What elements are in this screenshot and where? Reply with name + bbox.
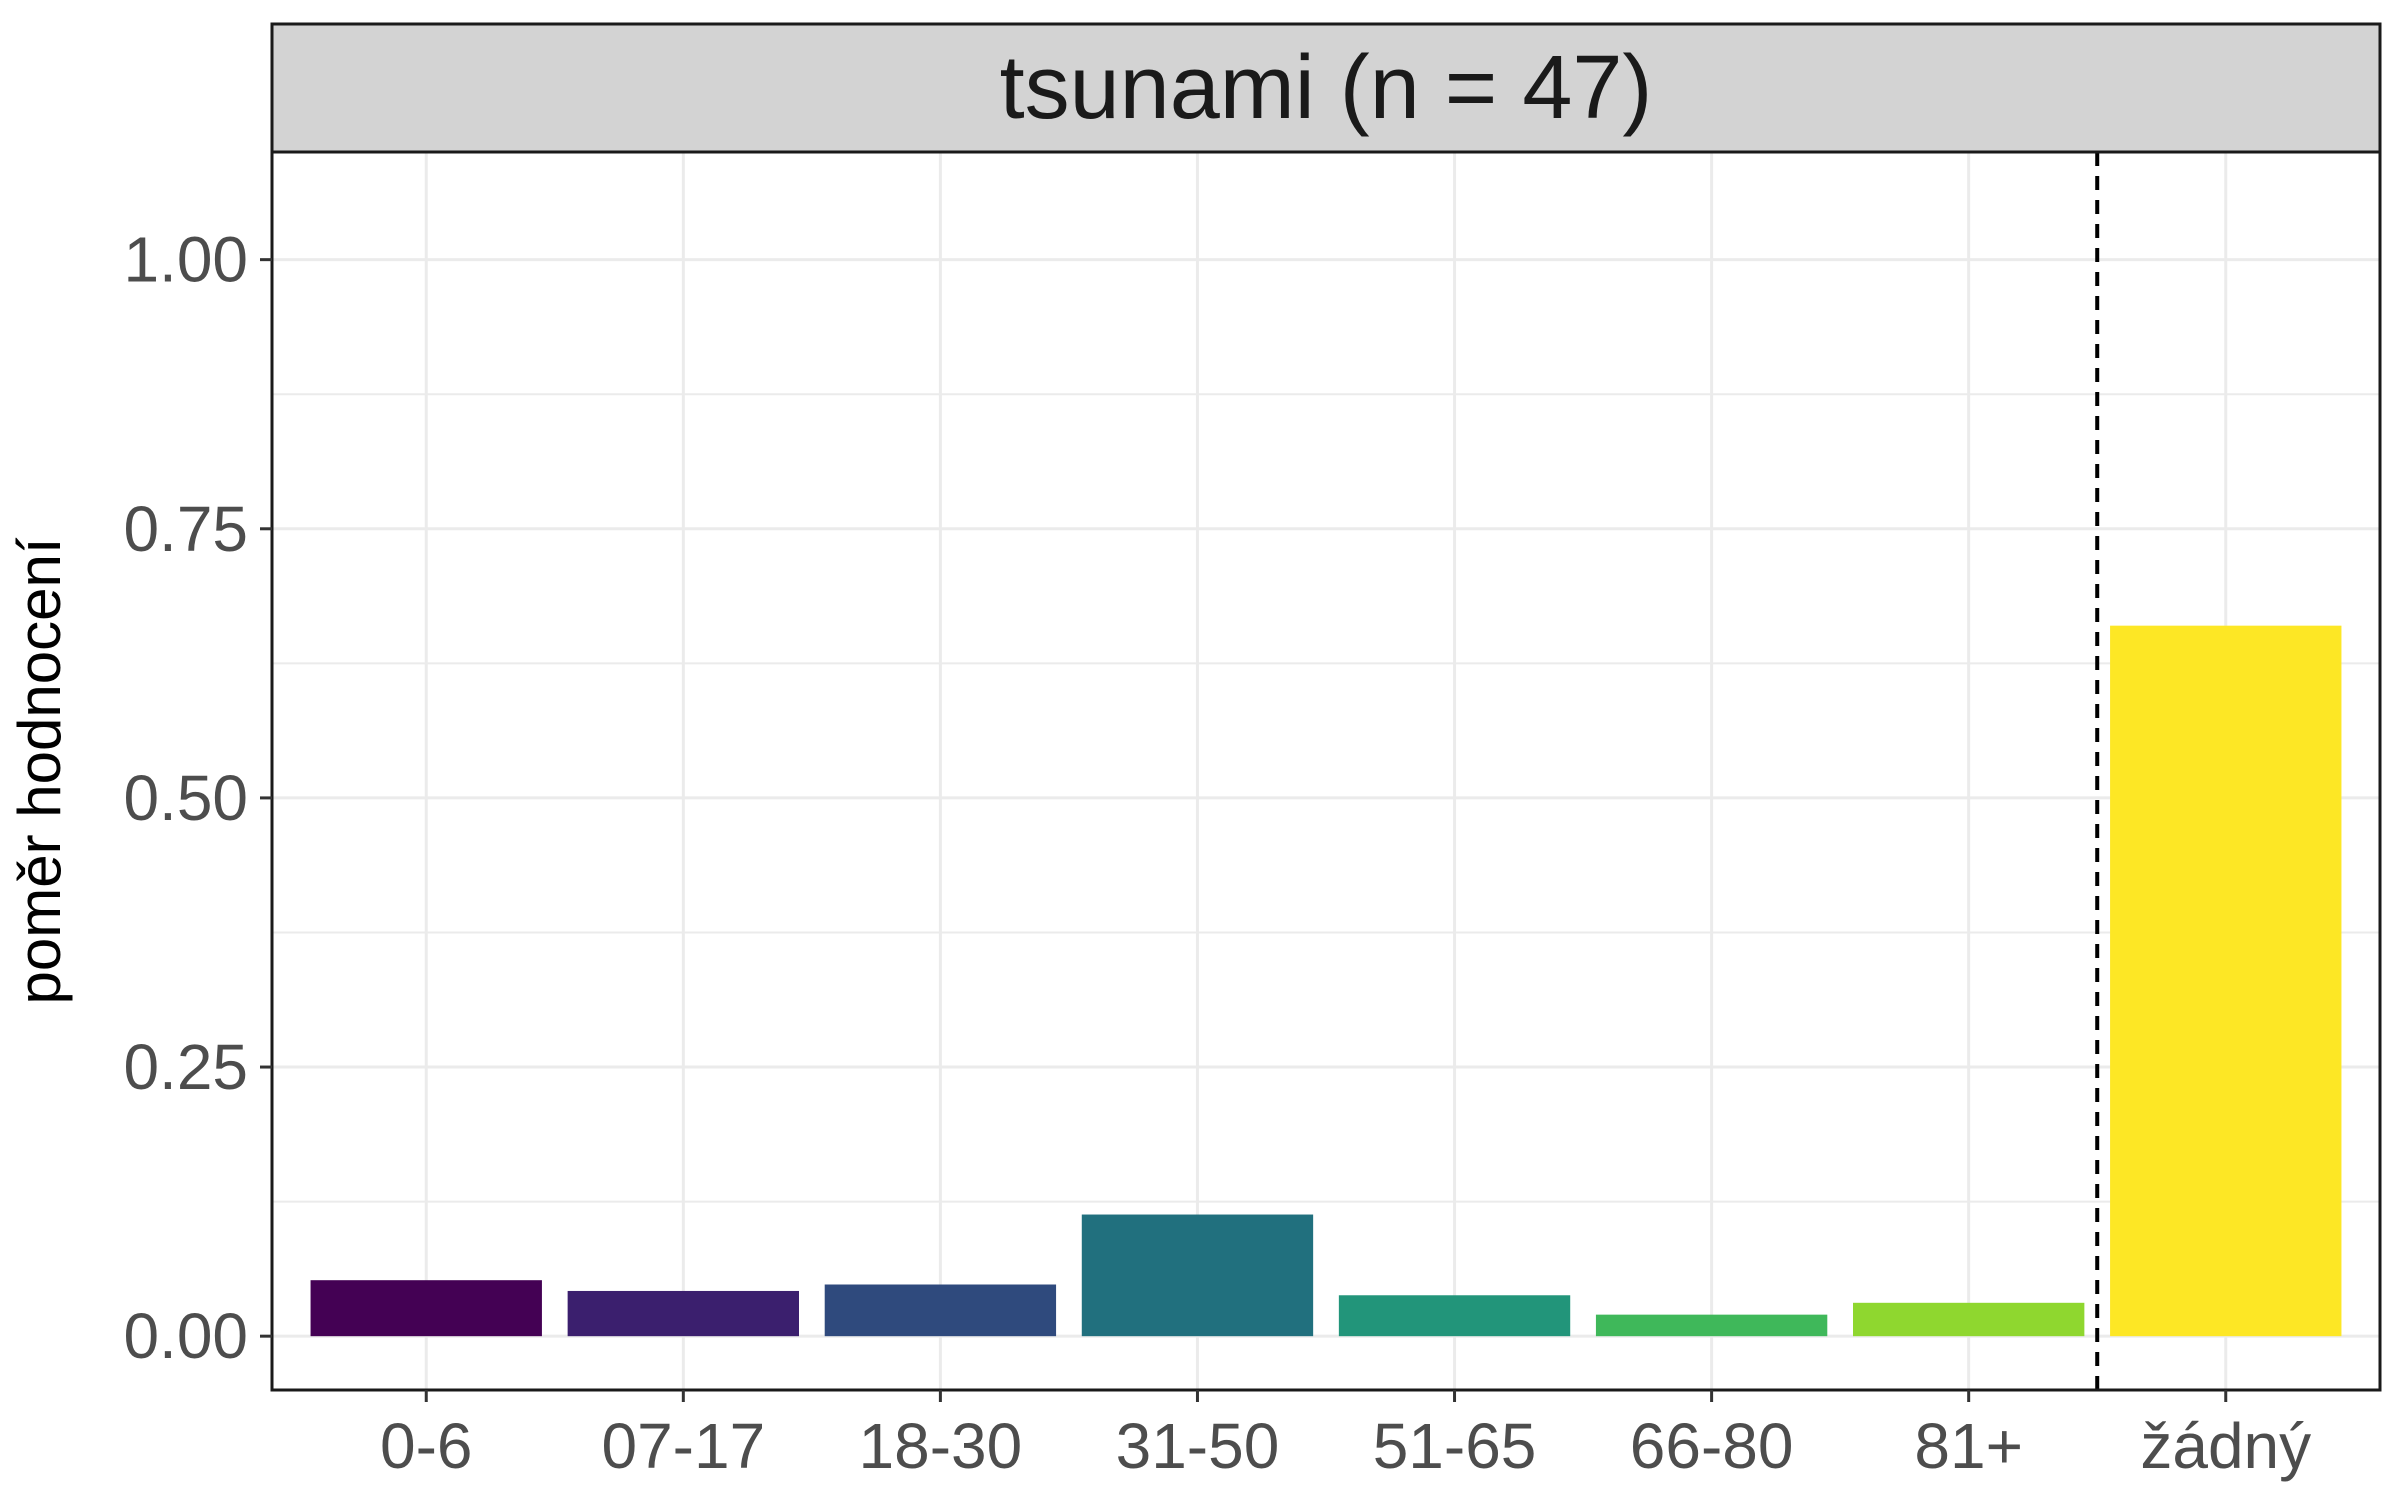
plot-panel bbox=[270, 150, 2382, 1392]
y-tick-label: 0.00 bbox=[123, 1300, 248, 1372]
bars bbox=[310, 625, 2342, 1337]
x-tick-label: žádný bbox=[2140, 1410, 2311, 1482]
bar-07-17 bbox=[567, 1290, 799, 1337]
y-tick-label: 0.25 bbox=[123, 1031, 248, 1103]
bar-51-65 bbox=[1338, 1295, 1571, 1337]
x-tick-label: 0-6 bbox=[380, 1410, 473, 1482]
x-axis: 0-6 07-17 18-30 31-50 51-65 66-80 81+ žádný bbox=[380, 1390, 2311, 1482]
major-gridlines bbox=[272, 152, 2380, 1390]
bar-81+ bbox=[1853, 1302, 2085, 1337]
x-tick-label: 51-65 bbox=[1373, 1410, 1537, 1482]
bar-0-6 bbox=[310, 1280, 542, 1337]
y-tick-label: 1.00 bbox=[123, 224, 248, 296]
bar-31-50 bbox=[1081, 1214, 1314, 1337]
facet-strip-background bbox=[270, 22, 2382, 154]
x-tick-label: 18-30 bbox=[859, 1410, 1023, 1482]
panel-background bbox=[272, 152, 2380, 1390]
y-tick-label: 0.50 bbox=[123, 762, 248, 834]
bar-66-80 bbox=[1595, 1314, 1828, 1337]
x-tick-label: 66-80 bbox=[1630, 1410, 1794, 1482]
x-tick-label: 07-17 bbox=[601, 1410, 765, 1482]
y-tick-label: 0.75 bbox=[123, 493, 248, 565]
x-tick-label: 81+ bbox=[1914, 1410, 2023, 1482]
y-axis-label: poměr hodnocení bbox=[6, 537, 73, 1004]
facet-title: tsunami (n = 47) bbox=[1000, 38, 1653, 138]
bar-18-30 bbox=[824, 1284, 1057, 1337]
bar-žádný bbox=[2110, 625, 2342, 1337]
facet-strip: tsunami (n = 47) bbox=[270, 22, 2382, 154]
minor-gridlines bbox=[272, 393, 2380, 1203]
x-tick-label: 31-50 bbox=[1116, 1410, 1280, 1482]
y-axis: 0.00 0.25 0.50 0.75 1.00 bbox=[123, 224, 272, 1372]
panel-border bbox=[270, 150, 2382, 1392]
